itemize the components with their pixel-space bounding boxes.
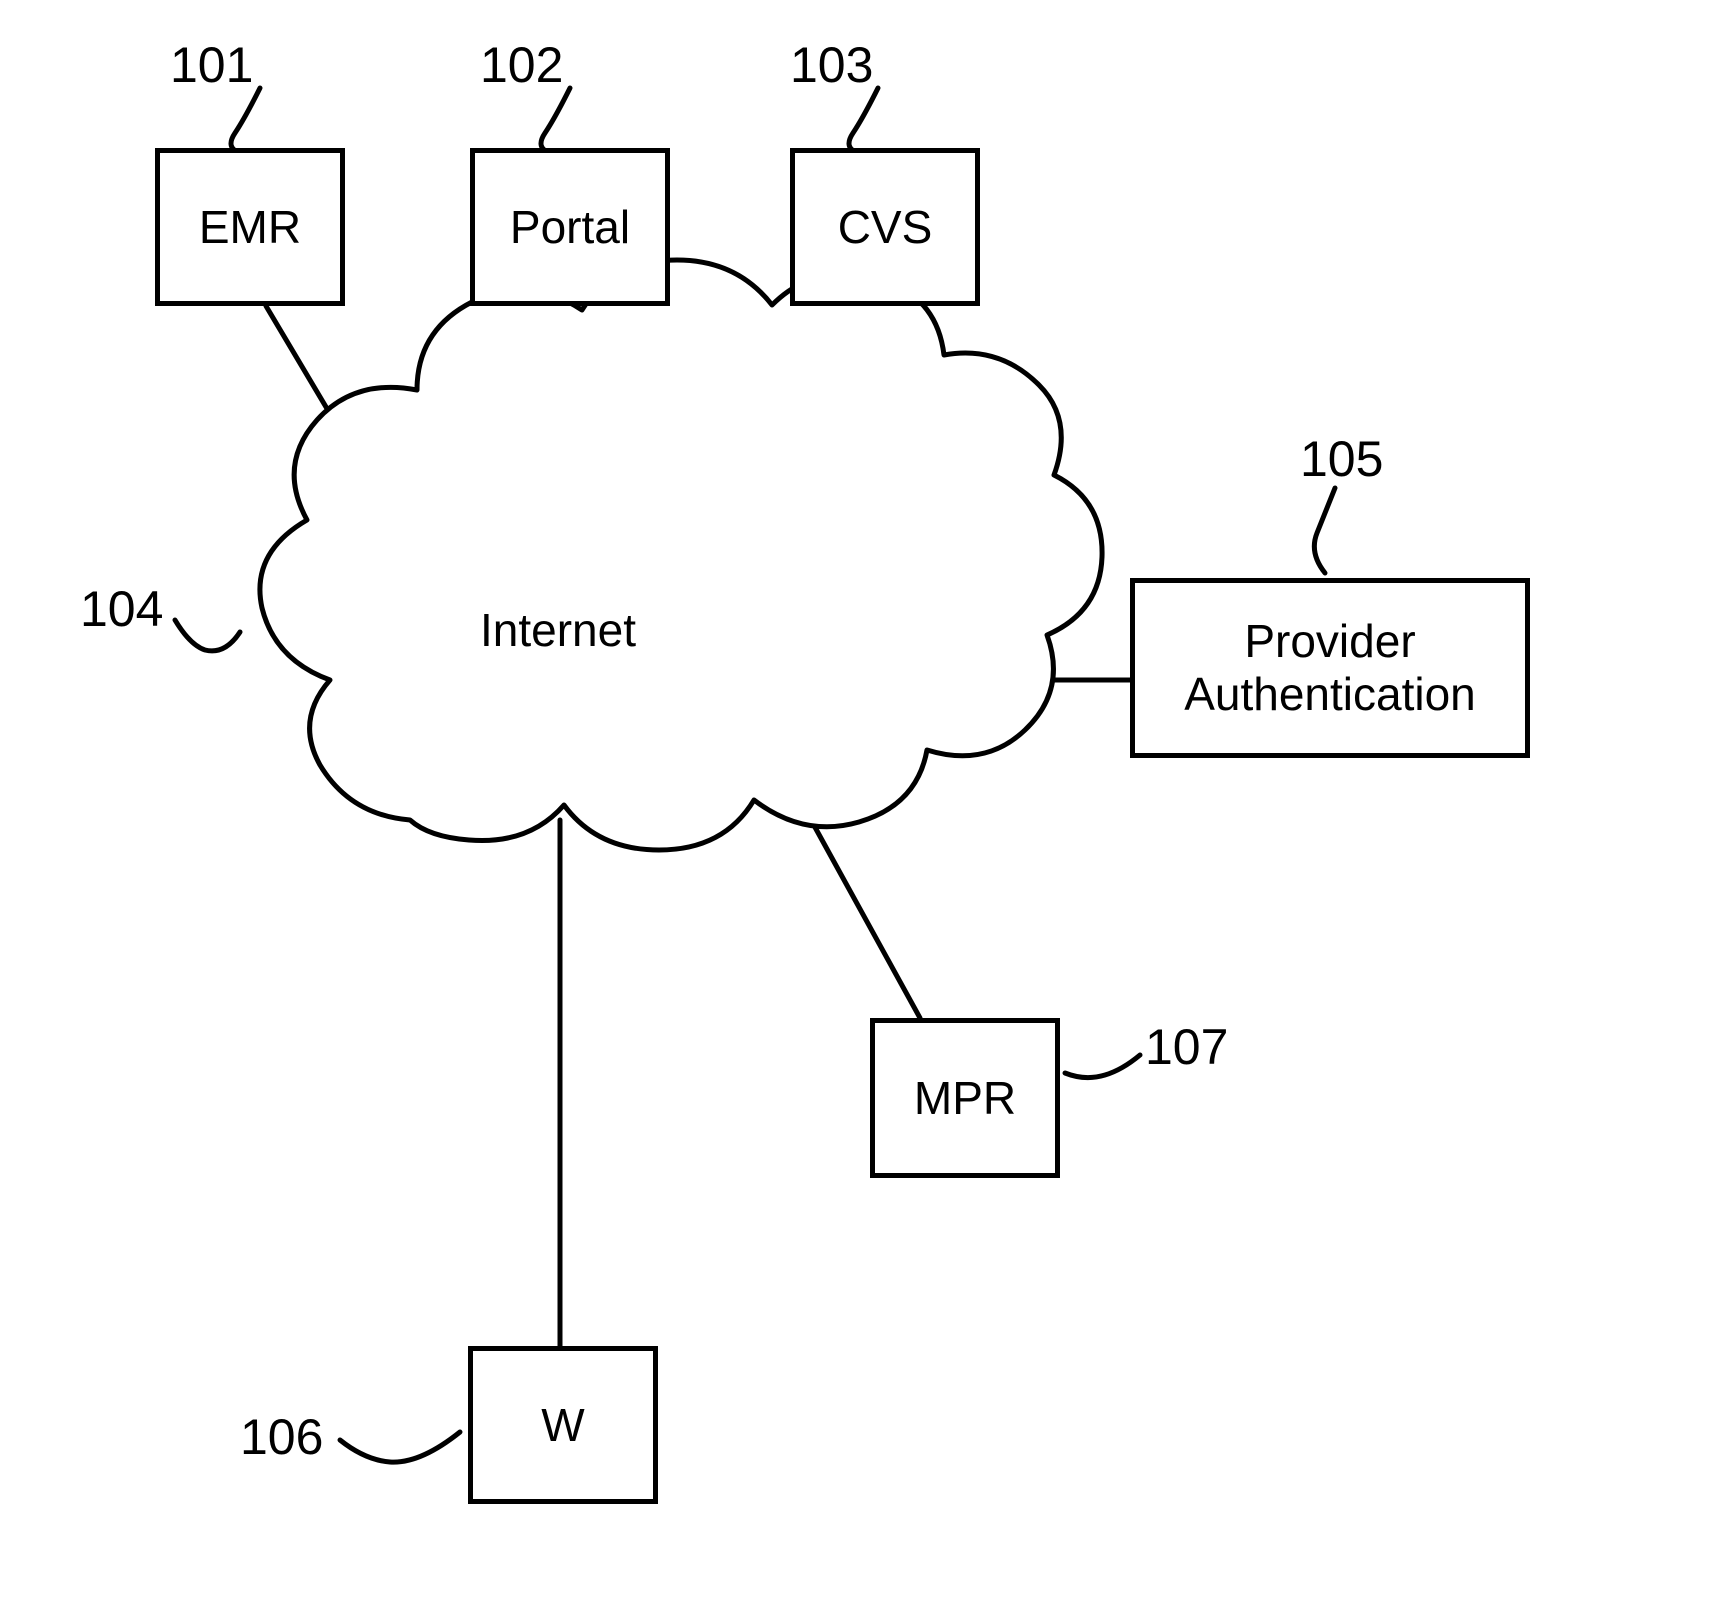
ref-label-103: 103 bbox=[790, 36, 873, 94]
node-cvs: CVS bbox=[790, 148, 980, 306]
diagram-canvas: EMR Portal CVS Provider Authentication M… bbox=[0, 0, 1724, 1601]
ref-label-105: 105 bbox=[1300, 430, 1383, 488]
node-w-label: W bbox=[541, 1398, 584, 1452]
node-emr-label: EMR bbox=[199, 200, 301, 254]
node-emr: EMR bbox=[155, 148, 345, 306]
ref-label-104: 104 bbox=[80, 580, 163, 638]
node-portal: Portal bbox=[470, 148, 670, 306]
node-cvs-label: CVS bbox=[838, 200, 933, 254]
node-mpr-label: MPR bbox=[914, 1071, 1016, 1125]
ref-label-101: 101 bbox=[170, 36, 253, 94]
ref-label-102: 102 bbox=[480, 36, 563, 94]
node-provider-authentication: Provider Authentication bbox=[1130, 578, 1530, 758]
node-auth-label-line1: Provider bbox=[1184, 615, 1476, 668]
node-portal-label: Portal bbox=[510, 200, 630, 254]
node-mpr: MPR bbox=[870, 1018, 1060, 1178]
ref-label-107: 107 bbox=[1145, 1018, 1228, 1076]
node-w: W bbox=[468, 1346, 658, 1504]
node-internet-label: Internet bbox=[480, 603, 636, 657]
node-auth-label-line2: Authentication bbox=[1184, 668, 1476, 721]
ref-label-106: 106 bbox=[240, 1408, 323, 1466]
